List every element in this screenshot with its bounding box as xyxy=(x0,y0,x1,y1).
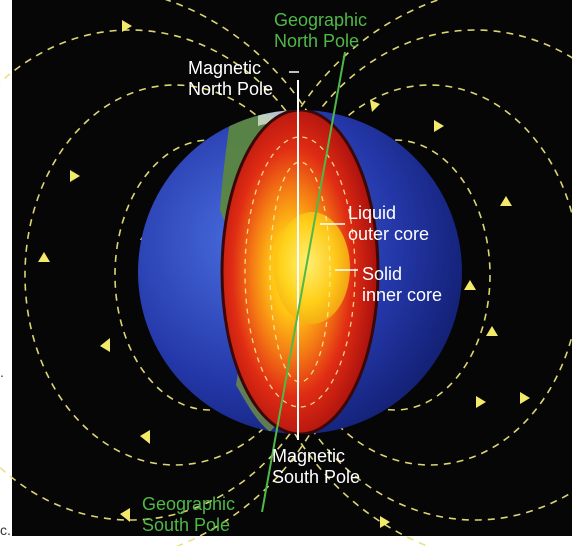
core-field-lines xyxy=(244,136,356,408)
field-arrow-icon xyxy=(120,508,130,522)
magnetic-south-pole-label: Magnetic South Pole xyxy=(272,446,360,488)
field-arrow-icon xyxy=(370,100,380,112)
field-arrow-icon xyxy=(476,396,486,408)
white-margin-bottom xyxy=(0,536,572,546)
label-line: Solid xyxy=(362,264,403,284)
geographic-south-pole-label: Geographic South Pole xyxy=(142,494,235,536)
geographic-north-pole-label: Geographic North Pole xyxy=(274,10,367,52)
field-arrow-icon xyxy=(486,326,498,336)
field-arrow-icon xyxy=(140,430,150,444)
label-line: North Pole xyxy=(274,31,360,51)
label-line: Magnetic xyxy=(188,58,262,78)
field-arrow-icon xyxy=(380,516,390,528)
label-line: Geographic xyxy=(142,494,236,514)
field-arrow-icon xyxy=(500,196,512,206)
magnetic-north-pole-label: Magnetic North Pole xyxy=(188,58,273,100)
earth-globe xyxy=(138,110,462,434)
label-line: North Pole xyxy=(188,79,274,99)
field-arrow-icon xyxy=(100,338,110,352)
field-arrow-icon xyxy=(464,280,476,290)
field-arrow-icon xyxy=(434,120,444,132)
field-arrow-icon xyxy=(70,170,80,182)
label-line: inner core xyxy=(362,285,443,305)
label-line: Liquid xyxy=(348,203,397,223)
label-line: Magnetic xyxy=(272,446,346,466)
field-line-right-1 xyxy=(299,139,491,411)
core-cutaway xyxy=(220,110,380,434)
stray-c-mark: c. xyxy=(0,522,11,538)
core-field-line xyxy=(269,161,331,383)
core-field-line xyxy=(244,136,356,408)
solid-inner-core-label: Solid inner core xyxy=(362,264,442,306)
field-arrow-icon xyxy=(38,252,50,262)
label-line: outer core xyxy=(348,224,430,244)
cut-edge xyxy=(220,110,380,434)
label-line: Geographic xyxy=(274,10,368,30)
white-margin-left xyxy=(0,0,12,546)
label-line: South Pole xyxy=(272,467,361,487)
field-arrow-icon xyxy=(122,20,132,32)
inner-core xyxy=(274,212,350,324)
geographic-axis xyxy=(261,51,346,513)
field-arrow-icon xyxy=(520,392,530,404)
stray-dot-mark: . xyxy=(0,364,4,380)
label-line: South Pole xyxy=(142,515,231,535)
liquid-outer-core-label: Liquid outer core xyxy=(348,203,429,245)
